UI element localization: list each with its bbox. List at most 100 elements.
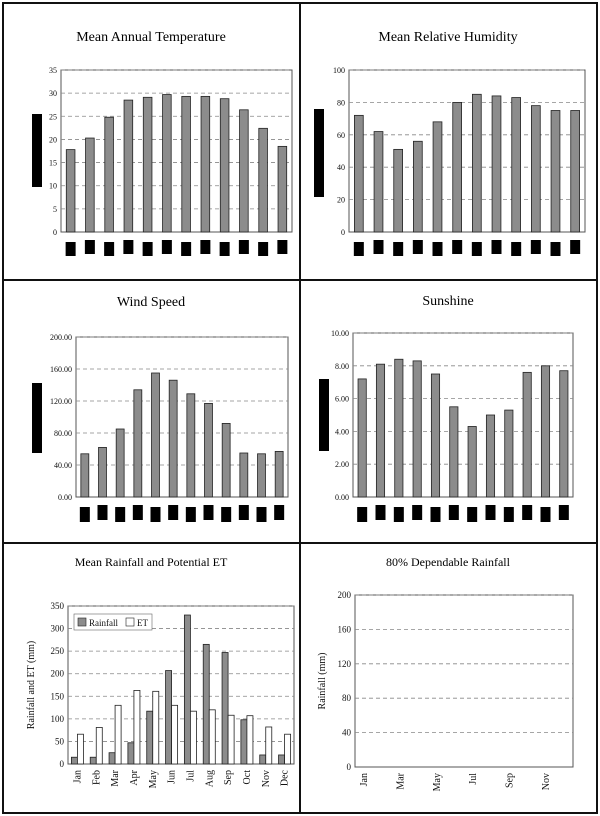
bar [104, 116, 114, 233]
bar [142, 96, 153, 233]
x-tick-label: Jan [359, 773, 370, 786]
y-tick-label: 6.00 [335, 395, 349, 404]
y-axis-label-block [32, 383, 42, 453]
y-tick-label: 0.00 [58, 493, 72, 502]
x-label-block [65, 242, 76, 256]
bar [115, 428, 125, 498]
plot-area [348, 69, 586, 233]
bar [85, 137, 95, 233]
x-label-block [238, 240, 249, 254]
x-label-block [221, 507, 232, 522]
bar [239, 452, 249, 498]
bar [550, 110, 561, 233]
bar-et [246, 715, 254, 765]
y-tick-label: 0 [53, 228, 57, 237]
x-label-block [467, 507, 478, 522]
y-tick-label: 80 [337, 98, 345, 107]
x-label-block [448, 505, 459, 520]
row-divider-1 [2, 279, 598, 281]
y-tick-label: 30 [49, 89, 57, 98]
bar [65, 149, 76, 233]
bar-et [265, 726, 273, 765]
chart-title: Mean Relative Humidity [378, 30, 517, 45]
bar [452, 102, 462, 233]
bar [485, 414, 496, 498]
x-label-block [412, 240, 423, 254]
column-divider [299, 2, 301, 814]
x-label-block [430, 507, 441, 522]
panel-wind-speed: Wind Speed 0.00 40.00 80.00 120.00 160.00 200… [4, 281, 299, 542]
x-tick-label: Oct [242, 770, 253, 785]
humidity-chart: Mean Relative Humidity 0 20 40 60 80 100 [314, 30, 586, 256]
bar [430, 373, 441, 498]
dependable-rainfall-chart: 80% Dependable Rainfall 0 40 80 120 160 200 Ja… [317, 555, 574, 791]
y-tick-label: 35 [49, 66, 57, 75]
bar-rainfall [259, 754, 267, 765]
bar-rainfall [70, 756, 78, 765]
bar-rainfall [146, 710, 154, 765]
legend-swatch-et [125, 617, 135, 627]
y-tick-label: 8.00 [335, 362, 349, 371]
bar [394, 358, 404, 498]
x-label-block [185, 507, 196, 522]
x-tick-label: Jul [185, 770, 196, 782]
y-axis-label-block [32, 114, 42, 187]
bar [221, 422, 231, 498]
x-label-block [353, 242, 364, 256]
y-tick-label: 25 [49, 112, 57, 121]
y-tick-label: 160.00 [50, 365, 72, 374]
panel-temperature: Mean Annual Temperature 0 5 10 15 20 25 30 35 [4, 4, 299, 279]
bar [239, 109, 249, 233]
bar-et [284, 733, 292, 765]
row-divider-2 [2, 542, 598, 544]
bar-et [171, 704, 179, 765]
x-tick-label: Nov [541, 773, 552, 790]
x-label-block [540, 507, 551, 522]
bar [375, 363, 386, 498]
x-label-block [570, 240, 581, 254]
bar [354, 114, 364, 233]
x-tick-label: Mar [110, 769, 121, 786]
bar [540, 365, 551, 498]
temperature-chart: Mean Annual Temperature 0 5 10 15 20 25 30 35 [32, 30, 293, 256]
y-tick-label: 10.00 [331, 329, 349, 338]
x-tick-label: Feb [91, 770, 102, 785]
bar [522, 371, 532, 498]
x-label-block [393, 242, 404, 256]
x-tick-label: May [432, 773, 443, 791]
x-label-block [522, 505, 533, 520]
x-tick-label: Mar [395, 772, 406, 789]
x-tick-label: Jul [468, 773, 479, 785]
bar [570, 110, 580, 233]
x-label-block [181, 242, 192, 256]
x-label-block [558, 505, 569, 520]
bar-et [190, 710, 197, 765]
bar [80, 453, 90, 498]
bar [123, 99, 134, 233]
x-label-block [115, 507, 126, 522]
bar [168, 379, 178, 498]
x-tick-label: Apr [129, 769, 140, 785]
x-label-block [412, 505, 423, 520]
bar-rainfall [89, 756, 97, 765]
bar [204, 403, 213, 498]
bar [449, 406, 459, 498]
x-label-block [238, 505, 249, 520]
y-tick-label: 20 [49, 135, 57, 144]
bar [274, 450, 284, 498]
y-axis-label-block [319, 379, 329, 451]
chart-title: Mean Rainfall and Potential ET [75, 555, 228, 569]
bar [511, 97, 521, 233]
x-tick-label: Nov [261, 770, 272, 787]
x-tick-label: Dec [280, 769, 291, 786]
x-label-block [357, 507, 368, 522]
x-tick-label: Sep [223, 770, 234, 785]
bar [467, 426, 477, 498]
legend-label: ET [137, 618, 148, 628]
y-tick-label: 0 [341, 228, 345, 237]
bar [412, 360, 422, 498]
bar-rainfall [165, 670, 172, 765]
bar-rainfall [240, 719, 248, 765]
plot-area [60, 69, 293, 233]
bar [393, 148, 403, 233]
